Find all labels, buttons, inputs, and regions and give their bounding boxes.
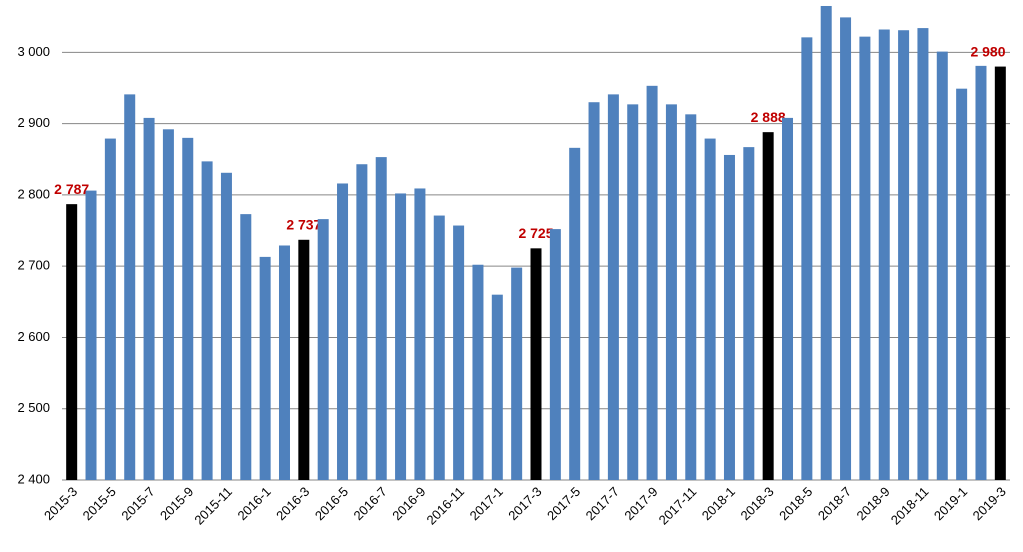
x-tick-label: 2016-5	[312, 484, 351, 523]
bar	[859, 36, 871, 480]
bar	[569, 147, 581, 480]
bar	[588, 102, 600, 481]
bar	[607, 94, 619, 480]
x-tick-label: 2015-5	[80, 484, 119, 523]
bar	[994, 66, 1006, 480]
bar	[491, 294, 503, 480]
x-tick-label: 2018-1	[699, 484, 738, 523]
bar	[220, 172, 232, 480]
bar	[395, 193, 407, 480]
y-tick-label: 2 900	[17, 115, 50, 130]
y-tick-label: 2 500	[17, 400, 50, 415]
y-tick-label: 2 400	[17, 471, 50, 486]
data-label: 2 980	[970, 43, 1005, 59]
bar	[685, 114, 697, 480]
bar	[530, 248, 542, 480]
bar	[201, 161, 213, 481]
bar	[356, 164, 368, 480]
y-tick-label: 2 800	[17, 186, 50, 201]
bar	[453, 225, 465, 480]
x-tick-label: 2015-11	[191, 484, 235, 528]
bar	[240, 214, 252, 480]
bar	[259, 256, 271, 480]
x-tick-label: 2018-11	[888, 484, 932, 528]
bar	[511, 267, 523, 480]
x-tick-label: 2017-3	[505, 484, 544, 523]
bar	[182, 137, 194, 480]
x-tick-label: 2015-7	[118, 484, 157, 523]
x-tick-label: 2019-1	[931, 484, 970, 523]
bar	[936, 51, 948, 480]
x-tick-label: 2018-3	[737, 484, 776, 523]
bar	[627, 104, 639, 480]
data-label: 2 888	[751, 109, 786, 125]
x-tick-label: 2016-7	[351, 484, 390, 523]
x-tick-label: 2017-1	[467, 484, 506, 523]
bar	[704, 138, 716, 480]
x-tick-label: 2017-11	[656, 484, 700, 528]
bar	[414, 188, 426, 481]
bar	[104, 138, 116, 480]
bar	[66, 204, 78, 480]
bar	[646, 85, 658, 481]
x-tick-label: 2016-11	[424, 484, 468, 528]
bar	[840, 17, 852, 480]
bar	[278, 245, 290, 480]
data-label: 2 787	[54, 181, 89, 197]
bar	[878, 29, 890, 481]
bar	[723, 154, 735, 480]
bar	[337, 183, 349, 480]
bar	[124, 94, 136, 480]
bar	[472, 264, 484, 480]
bar	[162, 129, 174, 480]
bar	[317, 219, 329, 480]
bar	[549, 229, 561, 480]
bar	[956, 88, 968, 481]
y-tick-label: 3 000	[17, 44, 50, 59]
bar	[917, 28, 929, 481]
bar	[898, 30, 910, 481]
data-label: 2 737	[286, 216, 321, 232]
bar	[433, 215, 445, 481]
x-tick-label: 2018-5	[776, 484, 815, 523]
x-tick-label: 2018-7	[815, 484, 854, 523]
data-label: 2 725	[518, 225, 553, 241]
bar	[298, 239, 310, 480]
bar	[85, 190, 97, 480]
bar	[375, 157, 387, 481]
y-tick-label: 2 700	[17, 258, 50, 273]
x-tick-label: 2019-3	[970, 484, 1009, 523]
y-tick-label: 2 600	[17, 329, 50, 344]
x-tick-label: 2015-3	[41, 484, 80, 523]
bar	[782, 117, 794, 481]
bar	[801, 37, 813, 480]
x-tick-label: 2016-3	[273, 484, 312, 523]
bar	[975, 65, 987, 480]
x-tick-label: 2017-7	[583, 484, 622, 523]
bar	[743, 147, 755, 480]
bar	[820, 5, 832, 480]
bar	[762, 132, 774, 480]
x-tick-label: 2017-5	[544, 484, 583, 523]
bar	[665, 104, 677, 480]
x-tick-label: 2016-1	[234, 484, 273, 523]
bar	[143, 117, 155, 481]
